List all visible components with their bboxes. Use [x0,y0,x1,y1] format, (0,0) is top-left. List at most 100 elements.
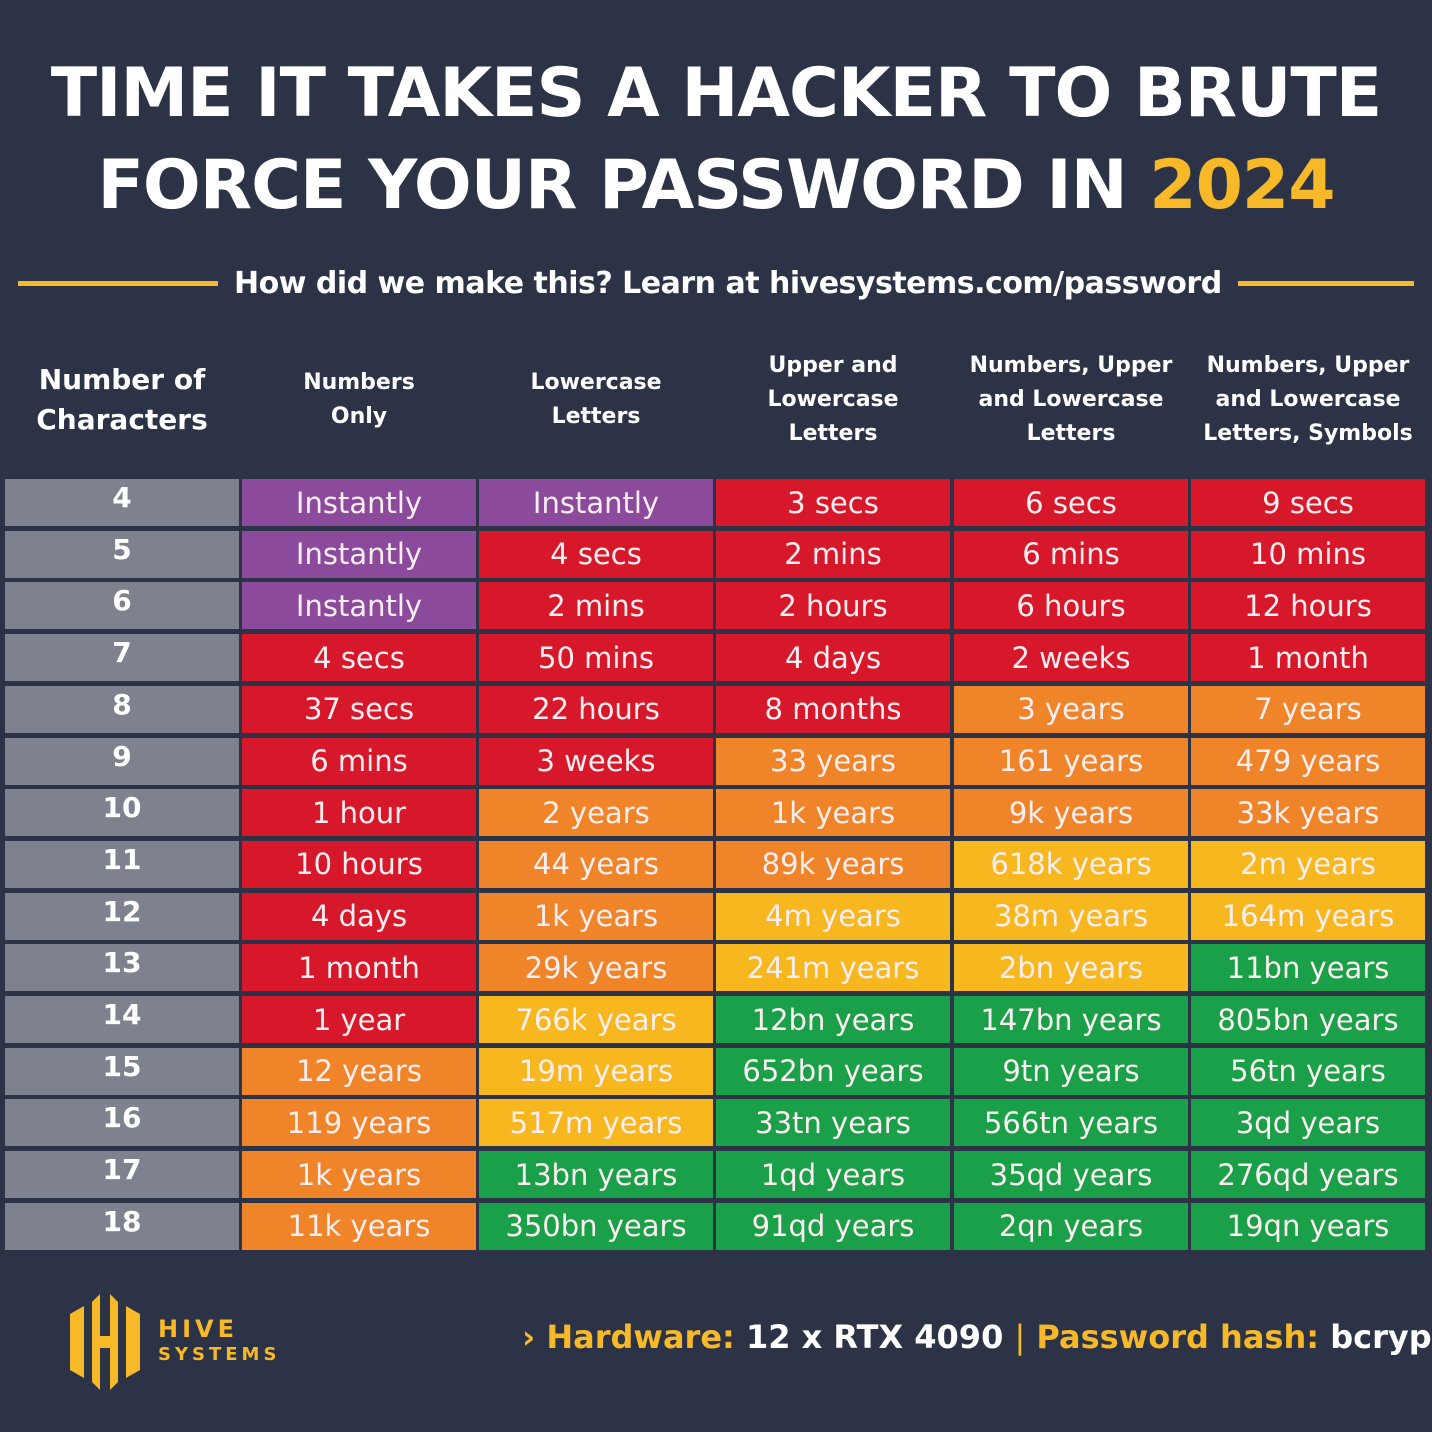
table-cell: 19qn years [1191,1202,1425,1250]
table-cell: 38m years [954,892,1188,940]
row-label: 15 [5,1047,239,1095]
table-cell: 766k years [479,996,713,1043]
table-cell: 517m years [479,1099,713,1147]
table-cell: 2 mins [716,530,950,578]
table-cell: 89k years [716,840,950,888]
table-cell: 805bn years [1191,996,1425,1043]
table-cell: 9tn years [954,1047,1188,1095]
table-cell: 164m years [1191,892,1425,940]
row-label: 6 [5,582,239,630]
table-cell: 56tn years [1191,1047,1425,1095]
row-label: 7 [5,634,239,682]
row-label: 17 [5,1151,239,1199]
table-cell: 3 weeks [479,737,713,785]
column-header: Number of Characters [36,363,208,436]
row-label: 13 [5,944,239,992]
row-label: 18 [5,1202,239,1250]
table-cell: 3 secs [716,479,950,526]
table-cell: 2 years [479,789,713,837]
table-cell: 9 secs [1191,479,1425,526]
table-cell: 13bn years [479,1151,713,1199]
row-label: 16 [5,1099,239,1147]
table-cell: Instantly [242,582,476,630]
divider-right [1237,280,1414,286]
hash-value: bcrypt [1330,1318,1432,1356]
table-cell: 479 years [1191,737,1425,785]
chevron-right-icon: › [522,1318,536,1356]
table-cell: 91qd years [716,1202,950,1250]
subtitle-link[interactable]: How did we make this? Learn at hivesyste… [234,265,1222,301]
table-cell: 2bn years [954,944,1188,992]
title-year: 2024 [1149,146,1335,225]
row-label: 10 [5,789,239,837]
table-cell: 4 secs [242,634,476,682]
table-cell: 2m years [1191,840,1425,888]
table-cell: 12 years [242,1047,476,1095]
table-cell: 6 hours [954,582,1188,630]
table-cell: 6 mins [954,530,1188,578]
table-cell: 2qn years [954,1202,1188,1250]
column-header: Numbers Only [303,370,415,429]
logo-line-2: SYSTEMS [158,1344,281,1365]
table-cell: 6 mins [242,737,476,785]
table-cell: 33 years [716,737,950,785]
table-cell: 652bn years [716,1047,950,1095]
table-cell: 1k years [242,1151,476,1199]
table-cell: 12 hours [1191,582,1425,630]
table-cell: 35qd years [954,1151,1188,1199]
table-cell: 4m years [716,892,950,940]
column-header: Numbers, Upper and Lowercase Letters, Sy… [1203,353,1413,446]
table-cell: Instantly [479,479,713,526]
logo-text: HIVE SYSTEMS [158,1316,280,1368]
table-cell: Instantly [242,479,476,526]
table-cell: 119 years [242,1099,476,1147]
hive-logo-icon [70,1292,140,1396]
table-cell: 1qd years [716,1151,950,1199]
table-cell: 10 hours [242,840,476,888]
table-cell: 618k years [954,840,1188,888]
row-label: 11 [5,840,239,888]
footer-separator: | [1014,1318,1026,1356]
table-cell: 2 hours [716,582,950,630]
table-cell: 19m years [479,1047,713,1095]
row-label: 12 [5,892,239,940]
subtitle-row: How did we make this? Learn at hivesyste… [0,258,1432,308]
table-cell: 147bn years [954,996,1188,1043]
row-label: 9 [5,737,239,785]
table-cell: 1 year [242,996,476,1043]
table-cell: 6 secs [954,479,1188,526]
table-cell: 22 hours [479,685,713,733]
table-cell: 4 secs [479,530,713,578]
table-cell: 9k years [954,789,1188,837]
table-cell: 12bn years [716,996,950,1043]
table-cell: 2 mins [479,582,713,630]
table-cell: 33k years [1191,789,1425,837]
table-cell: 1k years [479,892,713,940]
table-cell: 3 years [954,685,1188,733]
table-cell: 276qd years [1191,1151,1425,1199]
table-cell: 37 secs [242,685,476,733]
table-cell: 566tn years [954,1099,1188,1147]
table-cell: 44 years [479,840,713,888]
hardware-value: 12 x RTX 4090 [745,1318,1004,1356]
column-header: Upper and Lowercase Letters [767,353,899,446]
logo-line-1: HIVE [158,1315,238,1343]
column-header: Numbers, Upper and Lowercase Letters [969,353,1173,446]
table-cell: Instantly [242,530,476,578]
table-cell: 7 years [1191,685,1425,733]
table-cell: 2 weeks [954,634,1188,682]
title-line-2: FORCE YOUR PASSWORD IN 2024 [0,140,1432,232]
table-cell: 10 mins [1191,530,1425,578]
row-label: 5 [5,530,239,578]
hardware-label: Hardware: [546,1318,735,1356]
table-cell: 241m years [716,944,950,992]
divider-left [18,280,218,286]
table-cell: 3qd years [1191,1099,1425,1147]
table-cell: 1 hour [242,789,476,837]
row-label: 4 [5,479,239,526]
row-label: 14 [5,996,239,1043]
table-cell: 11k years [242,1202,476,1250]
table-cell: 1 month [1191,634,1425,682]
table-cell: 33tn years [716,1099,950,1147]
table-cell: 1k years [716,789,950,837]
